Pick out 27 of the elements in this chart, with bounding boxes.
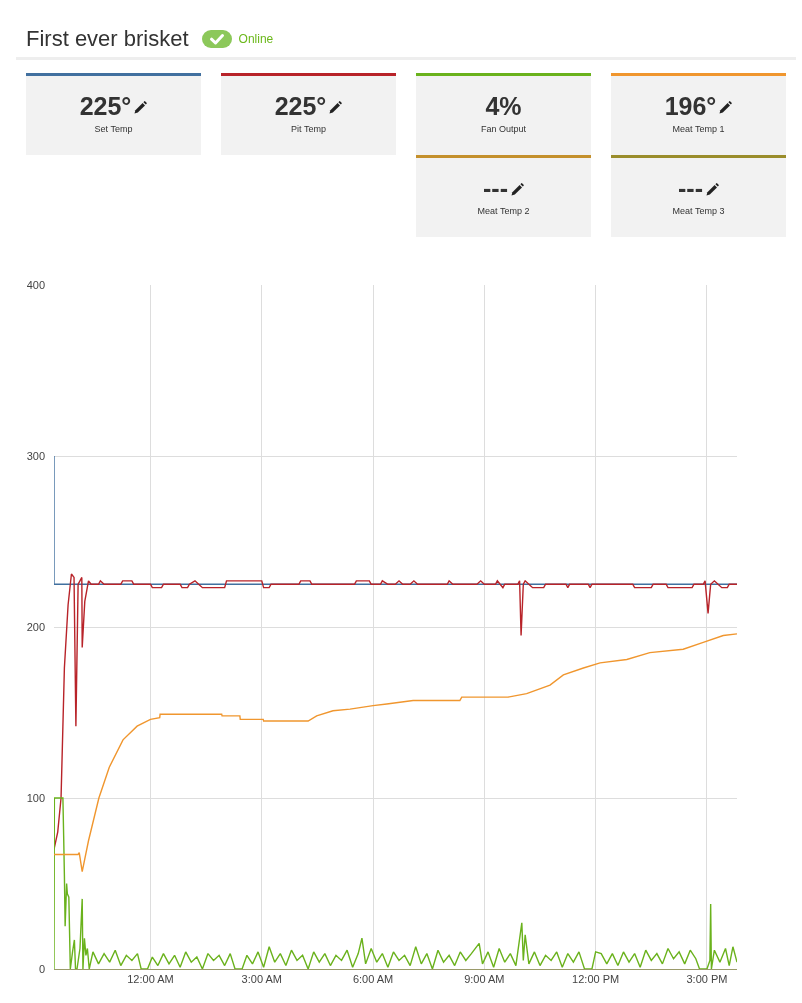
x-tick-label: 12:00 AM <box>127 973 174 986</box>
text: First ever brisket <box>26 25 189 53</box>
x-tick-label: 3:00 PM <box>686 973 728 986</box>
x-tick-label: 6:00 AM <box>352 973 394 986</box>
text: 225° <box>79 92 132 120</box>
x-tick-label: 9:00 AM <box>464 973 505 986</box>
text: 4% <box>485 92 522 120</box>
text: 196° <box>664 92 717 120</box>
text: --- <box>483 174 508 202</box>
y-tick-label: 0 <box>38 962 45 975</box>
category-label: Set Temp <box>93 124 134 134</box>
y-tick-label: 400 <box>26 278 45 291</box>
x-tick-label: 3:00 AM <box>241 973 282 986</box>
category-label: Meat Temp 1 <box>671 124 726 134</box>
line-series <box>54 797 737 969</box>
line-series <box>54 633 737 873</box>
text: --- <box>678 174 703 202</box>
x-tick-label: 12:00 PM <box>572 973 620 986</box>
text: Online <box>238 32 274 46</box>
y-tick-label: 200 <box>26 620 45 633</box>
category-label: Pit Temp <box>290 124 327 134</box>
y-tick-label: 100 <box>26 791 45 804</box>
category-label: Fan Output <box>480 124 527 134</box>
category-label: Meat Temp 3 <box>671 206 726 216</box>
y-tick-label: 300 <box>26 449 45 462</box>
text: 225° <box>274 92 327 120</box>
category-label: Meat Temp 2 <box>476 206 531 216</box>
